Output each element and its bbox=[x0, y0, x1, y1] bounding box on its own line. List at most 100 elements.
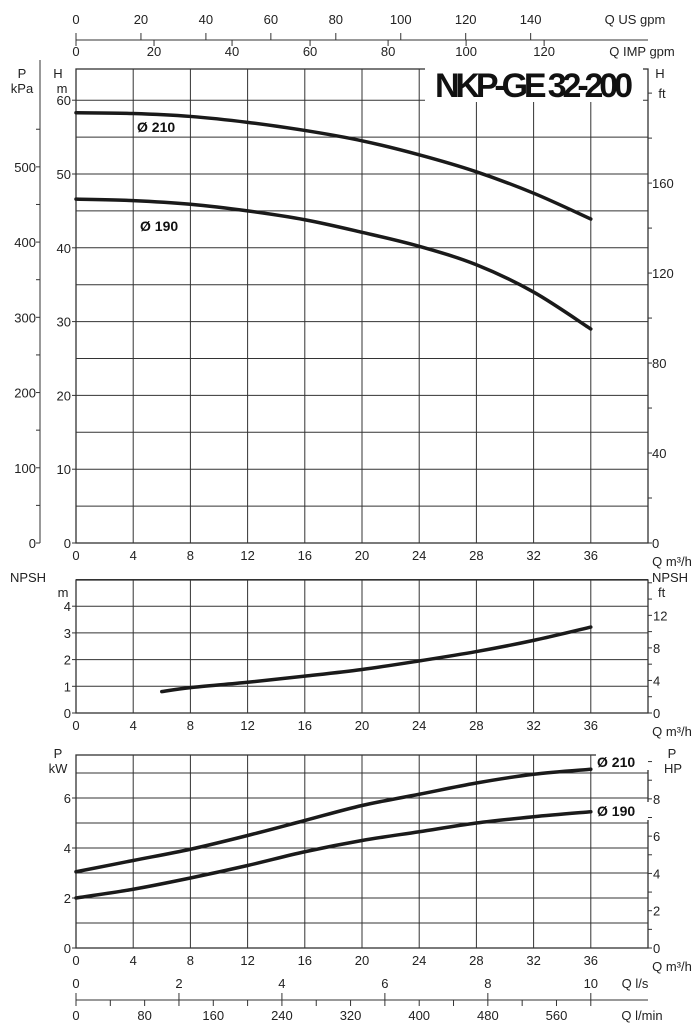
us-gpm-tick-label: 40 bbox=[199, 12, 213, 27]
npsh-x-tick-label: 16 bbox=[298, 718, 312, 733]
ft-tick-label: 0 bbox=[652, 536, 659, 551]
kpa-tick-label: 300 bbox=[14, 310, 36, 325]
npsh-plot-frame bbox=[75, 579, 649, 714]
imp-gpm-tick-label: 20 bbox=[147, 44, 161, 59]
npsh-ft-tick-label: 8 bbox=[653, 641, 660, 656]
power-label-background bbox=[596, 750, 652, 770]
head-y-tick-label: 20 bbox=[57, 388, 71, 403]
npsh-y-tick-label: 0 bbox=[64, 706, 71, 721]
ls-axis-label: Q l/s bbox=[622, 976, 649, 991]
npsh-y-tick-label: 3 bbox=[64, 626, 71, 641]
power-y-unit: kW bbox=[49, 761, 69, 776]
head-x-tick-label: 32 bbox=[526, 548, 540, 563]
npsh-y-tick-label: 1 bbox=[64, 679, 71, 694]
npsh-x-tick-label: 20 bbox=[355, 718, 369, 733]
kpa-label-p: P bbox=[18, 66, 27, 81]
lmin-tick-label: 480 bbox=[477, 1008, 499, 1023]
hp-tick-label: 2 bbox=[653, 904, 660, 919]
lmin-axis-label: Q l/min bbox=[621, 1008, 662, 1023]
npsh-x-tick-label: 24 bbox=[412, 718, 426, 733]
power-curve-label-190: Ø 190 bbox=[597, 803, 635, 819]
curve-label-210: Ø 210 bbox=[137, 119, 175, 135]
head-y-tick-label: 50 bbox=[57, 167, 71, 182]
hp-tick-label: 4 bbox=[653, 866, 660, 881]
us-gpm-tick-label: 140 bbox=[520, 12, 542, 27]
power-x-axis-label: Q m³/h bbox=[652, 959, 692, 974]
lmin-tick-label: 320 bbox=[340, 1008, 362, 1023]
power-x-tick-label: 24 bbox=[412, 953, 426, 968]
head-y-label-h: H bbox=[53, 66, 62, 81]
head-x-tick-label: 12 bbox=[240, 548, 254, 563]
power-series-line-1 bbox=[74, 810, 593, 900]
power-x-tick-label: 16 bbox=[298, 953, 312, 968]
power-y-tick-label: 4 bbox=[64, 841, 71, 856]
ls-tick-label: 0 bbox=[72, 976, 79, 991]
head-y-tick-label: 0 bbox=[64, 536, 71, 551]
us-gpm-axis-label: Q US gpm bbox=[605, 12, 666, 27]
npsh-x-tick-label: 4 bbox=[130, 718, 137, 733]
ls-tick-label: 10 bbox=[584, 976, 598, 991]
head-x-axis-label: Q m³/h bbox=[652, 554, 692, 569]
npsh-ft-tick-label: 0 bbox=[653, 706, 660, 721]
us-gpm-tick-label: 100 bbox=[390, 12, 412, 27]
power-label-background-2 bbox=[596, 802, 652, 820]
chart-title: NKP-GE 32-200 bbox=[435, 67, 633, 105]
npsh-ft-tick-label: 4 bbox=[653, 673, 660, 688]
npsh-x-tick-label: 36 bbox=[584, 718, 598, 733]
kpa-label-unit: kPa bbox=[11, 81, 34, 96]
npsh-y-tick-label: 4 bbox=[64, 599, 71, 614]
head-x-tick-label: 20 bbox=[355, 548, 369, 563]
npsh-x-tick-label: 12 bbox=[240, 718, 254, 733]
kpa-tick-label: 0 bbox=[29, 536, 36, 551]
npsh-y-label: NPSH bbox=[10, 570, 46, 585]
power-curve-label-210: Ø 210 bbox=[597, 754, 635, 770]
hp-label: P bbox=[668, 746, 677, 761]
power-x-tick-label: 12 bbox=[240, 953, 254, 968]
hp-tick-label: 8 bbox=[653, 792, 660, 807]
power-x-tick-label: 28 bbox=[469, 953, 483, 968]
lmin-tick-label: 560 bbox=[546, 1008, 568, 1023]
ls-tick-label: 8 bbox=[484, 976, 491, 991]
ft-tick-label: 40 bbox=[652, 446, 666, 461]
head-x-tick-label: 4 bbox=[130, 548, 137, 563]
npsh-y-tick-label: 2 bbox=[64, 653, 71, 668]
npsh-x-tick-label: 32 bbox=[526, 718, 540, 733]
power-x-tick-label: 0 bbox=[72, 953, 79, 968]
power-y-label: P bbox=[54, 746, 63, 761]
ls-tick-label: 2 bbox=[175, 976, 182, 991]
hp-unit: HP bbox=[664, 761, 682, 776]
head-x-tick-label: 0 bbox=[72, 548, 79, 563]
power-x-tick-label: 36 bbox=[584, 953, 598, 968]
npsh-y-unit: m bbox=[58, 585, 69, 600]
npsh-x-tick-label: 0 bbox=[72, 718, 79, 733]
us-gpm-tick-label: 80 bbox=[329, 12, 343, 27]
power-x-tick-label: 32 bbox=[526, 953, 540, 968]
us-gpm-tick-label: 0 bbox=[72, 12, 79, 27]
hp-tick-label: 6 bbox=[653, 829, 660, 844]
us-gpm-tick-label: 120 bbox=[455, 12, 477, 27]
ft-tick-label: 120 bbox=[652, 266, 674, 281]
power-x-tick-label: 20 bbox=[355, 953, 369, 968]
kpa-tick-label: 100 bbox=[14, 461, 36, 476]
kpa-tick-label: 400 bbox=[14, 235, 36, 250]
power-series-line-0 bbox=[74, 767, 593, 874]
head-x-tick-label: 28 bbox=[469, 548, 483, 563]
power-y-tick-label: 0 bbox=[64, 941, 71, 956]
imp-gpm-tick-label: 120 bbox=[533, 44, 555, 59]
head-x-tick-label: 8 bbox=[187, 548, 194, 563]
ft-label-h: H bbox=[655, 66, 664, 81]
npsh-series-line-0 bbox=[160, 625, 593, 694]
head-y-tick-label: 30 bbox=[57, 315, 71, 330]
lmin-tick-label: 240 bbox=[271, 1008, 293, 1023]
imp-gpm-tick-label: 80 bbox=[381, 44, 395, 59]
ls-tick-label: 6 bbox=[381, 976, 388, 991]
imp-gpm-axis-label: Q IMP gpm bbox=[609, 44, 675, 59]
ft-tick-label: 160 bbox=[652, 176, 674, 191]
head-x-tick-label: 24 bbox=[412, 548, 426, 563]
us-gpm-tick-label: 60 bbox=[264, 12, 278, 27]
npsh-ft-label: NPSH bbox=[652, 570, 688, 585]
head-x-tick-label: 36 bbox=[584, 548, 598, 563]
power-y-tick-label: 6 bbox=[64, 791, 71, 806]
imp-gpm-tick-label: 0 bbox=[72, 44, 79, 59]
